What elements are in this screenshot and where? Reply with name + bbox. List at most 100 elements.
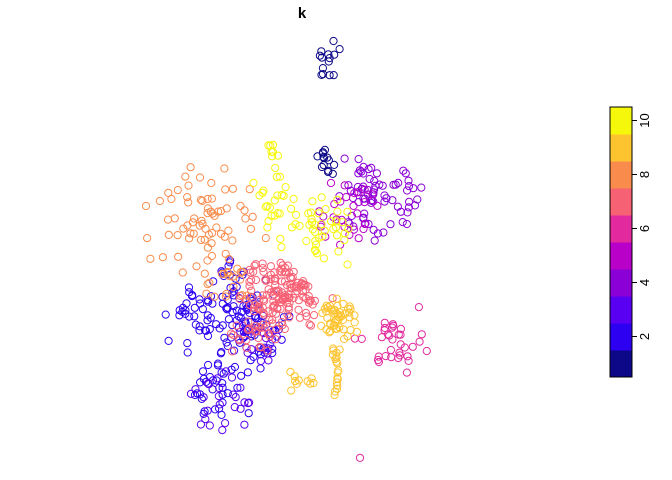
points-layer	[141, 36, 431, 462]
data-point	[270, 276, 279, 285]
colorbar-tick-label: 10	[637, 113, 652, 127]
data-point	[256, 323, 266, 332]
data-point	[234, 312, 243, 321]
data-point	[308, 197, 317, 206]
data-point	[173, 231, 182, 240]
data-point	[248, 212, 257, 221]
data-point	[184, 283, 194, 292]
colorbar-swatch	[610, 134, 632, 162]
data-point	[207, 251, 216, 261]
data-point	[317, 193, 326, 202]
data-point	[238, 291, 247, 300]
data-point	[215, 383, 224, 393]
data-point	[368, 190, 377, 199]
data-point	[367, 163, 376, 172]
data-point	[184, 198, 193, 207]
data-point	[318, 232, 327, 241]
data-point	[198, 367, 208, 376]
data-point	[206, 292, 216, 301]
data-point	[345, 308, 354, 317]
data-point	[248, 324, 257, 333]
data-point	[343, 332, 352, 341]
data-point	[324, 166, 333, 175]
data-point	[222, 289, 231, 298]
data-point	[222, 338, 231, 347]
data-point	[403, 208, 412, 217]
data-point	[182, 299, 191, 308]
data-point	[188, 291, 197, 300]
data-point	[333, 368, 342, 377]
data-point	[336, 240, 345, 249]
data-point	[167, 194, 176, 204]
colorbar-swatch	[610, 188, 632, 216]
data-point	[270, 301, 279, 310]
data-point	[360, 198, 369, 207]
data-point	[343, 260, 352, 269]
data-point	[277, 298, 286, 307]
data-point	[200, 407, 209, 416]
data-point	[289, 194, 298, 203]
data-point	[158, 253, 167, 262]
data-point	[289, 267, 298, 276]
colorbar-swatch	[610, 350, 632, 378]
data-point	[325, 54, 334, 63]
data-point	[333, 301, 342, 310]
data-point	[379, 228, 388, 237]
data-point	[270, 196, 279, 205]
data-point	[250, 261, 259, 270]
data-point	[161, 310, 170, 319]
data-point	[266, 270, 276, 279]
data-point	[268, 319, 277, 328]
data-point	[220, 164, 229, 173]
colorbar-swatch	[610, 296, 632, 324]
data-point	[393, 202, 402, 211]
colorbar-legend: 2 4 6 8 10	[609, 106, 652, 378]
data-point	[164, 336, 173, 345]
data-point	[208, 209, 217, 218]
data-point	[338, 218, 347, 227]
data-point	[195, 295, 204, 304]
data-point	[229, 330, 238, 339]
data-point	[340, 181, 349, 190]
data-point	[272, 325, 281, 334]
data-point	[197, 216, 206, 225]
data-point	[227, 329, 236, 338]
data-point	[277, 317, 286, 327]
data-point	[404, 356, 413, 365]
data-point	[203, 204, 212, 213]
data-point	[417, 330, 426, 339]
data-point	[245, 282, 254, 291]
data-point	[312, 249, 321, 258]
data-point	[311, 246, 320, 255]
data-point	[293, 278, 302, 287]
data-point	[339, 315, 348, 324]
data-point	[236, 383, 245, 392]
data-point	[330, 199, 339, 209]
data-point	[323, 153, 332, 162]
data-point	[349, 225, 359, 234]
data-point	[360, 185, 369, 194]
data-point	[339, 325, 348, 334]
data-point	[163, 215, 173, 224]
data-point	[232, 282, 241, 291]
data-point	[374, 357, 383, 367]
data-point	[212, 223, 221, 232]
data-point	[244, 324, 253, 333]
data-point	[185, 234, 194, 243]
data-point	[330, 160, 339, 169]
data-point	[321, 232, 330, 241]
data-point	[261, 234, 270, 243]
data-point	[191, 320, 200, 329]
data-point	[244, 399, 253, 408]
colorbar-tick-label: 2	[637, 333, 652, 340]
data-point	[335, 45, 344, 54]
data-point	[263, 346, 272, 355]
data-point	[256, 364, 265, 373]
data-point	[244, 409, 253, 418]
data-point	[331, 217, 341, 226]
data-point	[228, 236, 237, 245]
data-point	[357, 167, 366, 176]
data-point	[380, 318, 389, 327]
data-point	[306, 321, 316, 330]
data-point	[218, 383, 227, 392]
